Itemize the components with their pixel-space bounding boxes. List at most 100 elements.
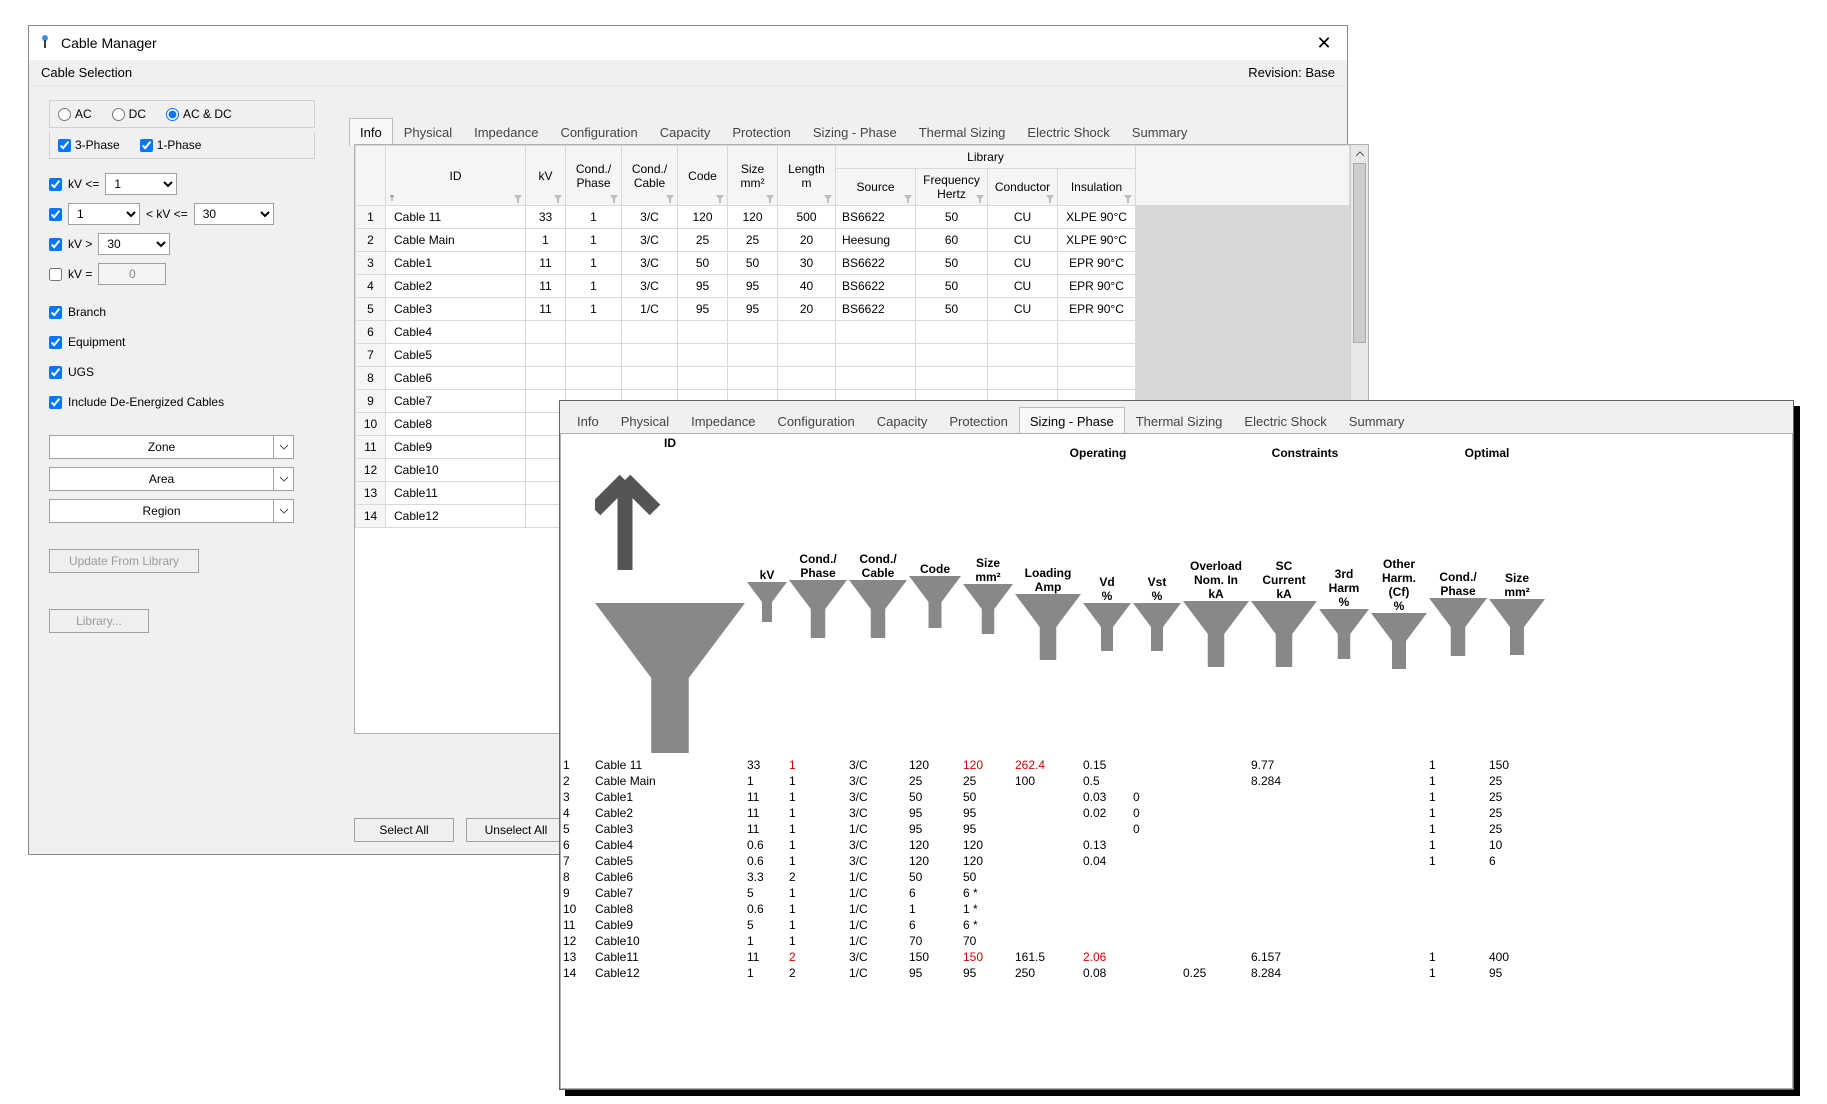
chk-1phase[interactable]: 1-Phase (140, 138, 202, 152)
column-header[interactable]: ID (595, 436, 745, 756)
tab-sizing-phase[interactable]: Sizing - Phase (802, 118, 908, 146)
column-header[interactable]: Insulation (1058, 169, 1136, 206)
chk-kv-between[interactable] (49, 208, 62, 221)
table-row[interactable]: 11Cable9511/C66 * (563, 918, 1545, 932)
chk-branch[interactable] (49, 306, 62, 319)
cell: 150 (1489, 758, 1545, 772)
table-row[interactable]: 7Cable50.613/C1201200.0416 (563, 854, 1545, 868)
chk-3phase[interactable]: 3-Phase (58, 138, 120, 152)
radio-ac[interactable]: AC (58, 107, 92, 121)
table-row[interactable]: 8Cable63.321/C5050 (563, 870, 1545, 884)
tab-impedance[interactable]: Impedance (680, 407, 766, 435)
tab-capacity[interactable]: Capacity (649, 118, 722, 146)
column-header[interactable]: 3rdHarm% (1319, 473, 1369, 757)
chk-kv-gt[interactable] (49, 238, 62, 251)
radio-acdc[interactable]: AC & DC (166, 107, 232, 121)
table-row[interactable]: 1Cable 113313/C120120262.40.159.771150 (563, 758, 1545, 772)
input-kv-eq[interactable] (98, 263, 166, 285)
table-row[interactable]: 2Cable Main113/C25251000.58.284125 (563, 774, 1545, 788)
column-header[interactable]: kV (526, 146, 566, 206)
table-row[interactable]: 12Cable10111/C7070 (563, 934, 1545, 948)
table-row[interactable]: 2Cable Main113/C252520Heesung60CUXLPE 90… (356, 229, 1350, 252)
unselect-all-button[interactable]: Unselect All (466, 818, 566, 842)
table-row[interactable]: 3Cable11113/C505030BS662250CUEPR 90°C (356, 252, 1350, 275)
tab-electric-shock[interactable]: Electric Shock (1016, 118, 1120, 146)
close-icon[interactable]: ✕ (1309, 33, 1339, 54)
column-header[interactable]: kV (747, 436, 787, 756)
tab-capacity[interactable]: Capacity (866, 407, 939, 435)
column-header[interactable]: FrequencyHertz (916, 169, 988, 206)
table-row[interactable]: 4Cable21113/C95950.020125 (563, 806, 1545, 820)
tab-electric-shock[interactable]: Electric Shock (1233, 407, 1337, 435)
tab-info[interactable]: Info (566, 407, 610, 435)
column-header[interactable]: Vst% (1133, 473, 1181, 757)
radio-dc[interactable]: DC (112, 107, 146, 121)
scroll-up-icon[interactable] (1351, 145, 1368, 163)
column-header[interactable]: SCCurrentkA (1251, 473, 1317, 757)
tab-physical[interactable]: Physical (393, 118, 463, 146)
column-header[interactable]: Conductor (988, 169, 1058, 206)
tab-thermal-sizing[interactable]: Thermal Sizing (908, 118, 1017, 146)
cell (1183, 854, 1249, 868)
table-row[interactable]: 7Cable5 (356, 344, 1350, 367)
chk-kv-eq[interactable] (49, 268, 62, 281)
table-row[interactable]: 14Cable12121/C95952500.080.258.284195 (563, 966, 1545, 980)
sel-kv-between-high[interactable]: 30 (194, 203, 274, 225)
scroll-thumb[interactable] (1353, 163, 1366, 343)
column-header[interactable]: Sizemm² (728, 146, 778, 206)
sel-kv-between-low[interactable]: 1 (68, 203, 140, 225)
select-all-button[interactable]: Select All (354, 818, 454, 842)
table-row[interactable]: 9Cable7511/C66 * (563, 886, 1545, 900)
chk-deenergized[interactable] (49, 396, 62, 409)
table-sizing-phase[interactable]: IDkVCond./PhaseCond./CableCodeSizemm²Ope… (561, 434, 1547, 984)
column-header[interactable]: Sizemm² (1489, 473, 1545, 757)
chk-equipment[interactable] (49, 336, 62, 349)
table-row[interactable]: 10Cable80.611/C11 * (563, 902, 1545, 916)
tab-impedance[interactable]: Impedance (463, 118, 549, 146)
column-header[interactable]: Sizemm² (963, 436, 1013, 756)
column-header[interactable]: Cond./Cable (849, 436, 907, 756)
column-header[interactable]: OverloadNom. InkA (1183, 473, 1249, 757)
tab-summary[interactable]: Summary (1338, 407, 1416, 435)
table-row[interactable]: 1Cable 113313/C120120500BS662250CUXLPE 9… (356, 206, 1350, 229)
table-row[interactable]: 3Cable11113/C50500.030125 (563, 790, 1545, 804)
tab-info[interactable]: Info (349, 118, 393, 146)
column-header[interactable]: Vd% (1083, 473, 1131, 757)
tab-configuration[interactable]: Configuration (549, 118, 648, 146)
cell: 1/C (849, 886, 907, 900)
tab-sizing-phase[interactable]: Sizing - Phase (1019, 407, 1125, 435)
library-button[interactable]: Library... (49, 609, 149, 633)
tab-protection[interactable]: Protection (721, 118, 802, 146)
table-row[interactable]: 5Cable31111/C959520BS662250CUEPR 90°C (356, 298, 1350, 321)
dd-area[interactable]: Area (49, 467, 294, 491)
sel-kv-lte[interactable]: 1 (105, 173, 177, 195)
column-header[interactable]: Source (836, 169, 916, 206)
tab-summary[interactable]: Summary (1121, 118, 1199, 146)
dd-region[interactable]: Region (49, 499, 294, 523)
tab-configuration[interactable]: Configuration (766, 407, 865, 435)
column-header[interactable]: Lengthm (778, 146, 836, 206)
update-from-library-button[interactable]: Update From Library (49, 549, 199, 573)
column-header[interactable]: ID (386, 146, 526, 206)
column-header[interactable]: LoadingAmp (1015, 473, 1081, 757)
chk-kv-lte[interactable] (49, 178, 62, 191)
dd-zone[interactable]: Zone (49, 435, 294, 459)
sel-kv-gt[interactable]: 30 (98, 233, 170, 255)
table-row[interactable]: 13Cable111123/C150150161.52.066.1571400 (563, 950, 1545, 964)
tab-physical[interactable]: Physical (610, 407, 680, 435)
chk-ugs[interactable] (49, 366, 62, 379)
column-header[interactable]: Cond./Phase (789, 436, 847, 756)
column-header[interactable]: Code (909, 436, 961, 756)
tab-thermal-sizing[interactable]: Thermal Sizing (1125, 407, 1234, 435)
column-header[interactable]: Cond./Phase (566, 146, 622, 206)
column-header[interactable]: Cond./Phase (1429, 473, 1487, 757)
table-row[interactable]: 6Cable40.613/C1201200.13110 (563, 838, 1545, 852)
table-row[interactable]: 8Cable6 (356, 367, 1350, 390)
table-row[interactable]: 5Cable31111/C95950125 (563, 822, 1545, 836)
table-row[interactable]: 4Cable21113/C959540BS662250CUEPR 90°C (356, 275, 1350, 298)
column-header[interactable]: Code (678, 146, 728, 206)
column-header[interactable]: OtherHarm.(Cf)% (1371, 473, 1427, 757)
column-header[interactable]: Cond./Cable (622, 146, 678, 206)
tab-protection[interactable]: Protection (938, 407, 1019, 435)
table-row[interactable]: 6Cable4 (356, 321, 1350, 344)
